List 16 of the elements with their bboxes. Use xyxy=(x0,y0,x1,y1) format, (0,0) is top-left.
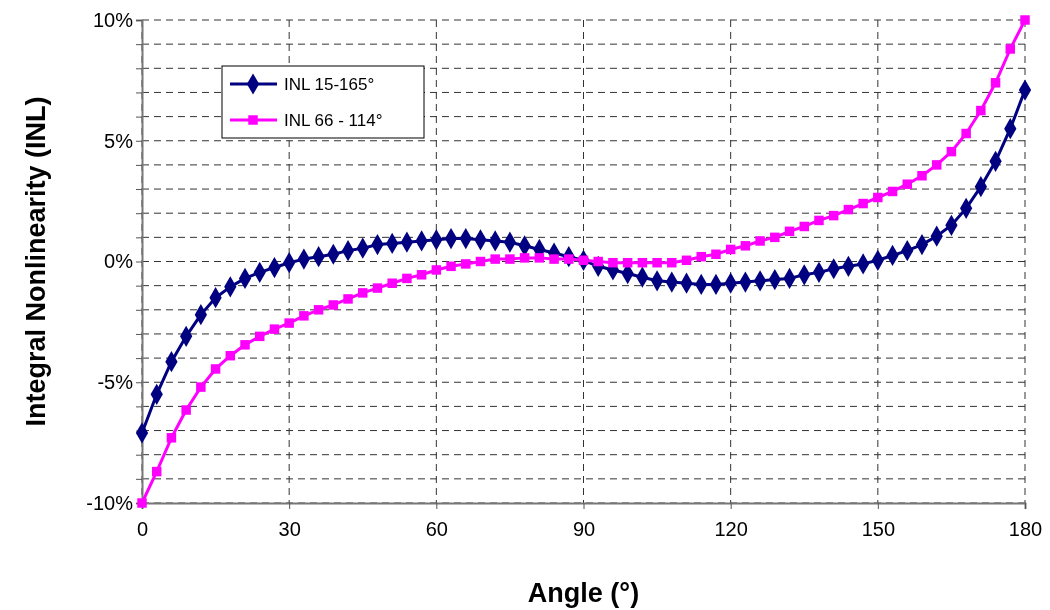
legend-label: INL 66 - 114° xyxy=(284,111,383,130)
x-tick-label: 180 xyxy=(1008,518,1043,540)
y-axis-title: Integral Nonlinearity (INL) xyxy=(21,96,51,427)
x-axis-title: Angle (°) xyxy=(527,578,640,608)
y-tick-label: -5% xyxy=(97,371,134,394)
x-tick-label: 60 xyxy=(425,518,448,540)
y-tick-label: 0% xyxy=(104,250,134,273)
x-tick-label: 150 xyxy=(861,518,896,540)
x-tick-label: 0 xyxy=(136,518,149,540)
x-tick-label: 120 xyxy=(714,518,748,540)
x-tick-label: 90 xyxy=(572,518,596,540)
y-tick-label: -10% xyxy=(86,491,134,514)
legend-label: INL 15-165° xyxy=(284,75,375,94)
x-tick-label: 30 xyxy=(278,518,301,540)
y-tick-label: 5% xyxy=(104,129,134,152)
y-tick-label: 10% xyxy=(92,8,134,31)
